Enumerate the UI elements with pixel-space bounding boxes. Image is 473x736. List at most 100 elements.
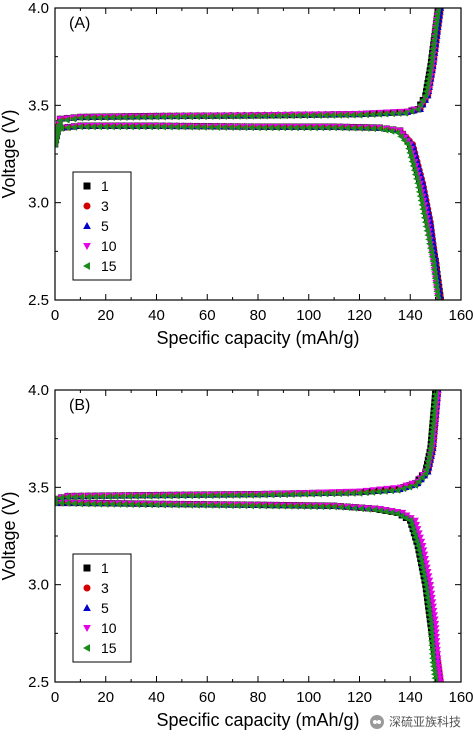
data-point xyxy=(286,502,293,510)
data-point xyxy=(125,492,132,500)
x-tick-label: 80 xyxy=(250,689,267,706)
data-point xyxy=(118,492,126,500)
data-point xyxy=(433,646,441,654)
data-point xyxy=(349,111,356,119)
legend: 1 3 5 10 15 xyxy=(72,553,132,663)
x-tick-label: 120 xyxy=(347,307,372,324)
data-point xyxy=(355,489,363,497)
data-point xyxy=(427,628,434,636)
data-point xyxy=(95,123,103,131)
data-point xyxy=(397,132,404,140)
data-point xyxy=(70,123,77,131)
data-point xyxy=(407,153,414,161)
data-point xyxy=(406,149,413,157)
data-point xyxy=(431,28,438,36)
data-point xyxy=(433,638,441,645)
legend-marker xyxy=(83,221,91,229)
data-point xyxy=(281,491,288,499)
data-point xyxy=(434,655,442,662)
data-point xyxy=(410,166,418,174)
data-point xyxy=(247,112,254,120)
data-point xyxy=(387,127,395,135)
data-point xyxy=(281,112,288,120)
data-point xyxy=(200,113,207,121)
data-point xyxy=(410,529,417,537)
data-point xyxy=(408,158,415,166)
data-point xyxy=(416,101,424,109)
data-point xyxy=(261,112,268,120)
chart-panel-a: 0 20 40 60 80 100 120 140 160 2.5 3.0 3.5 4.0 Specifi… xyxy=(0,0,473,348)
data-point xyxy=(193,113,200,121)
data-point xyxy=(424,568,432,576)
data-point xyxy=(254,124,261,132)
data-point xyxy=(102,500,109,508)
data-point xyxy=(406,516,413,524)
data-point xyxy=(437,679,445,682)
panel-label: (B) xyxy=(69,397,90,414)
data-point xyxy=(404,140,411,148)
data-point xyxy=(407,521,415,529)
data-point xyxy=(394,109,402,117)
data-point xyxy=(411,517,419,525)
data-point xyxy=(430,612,439,619)
y-tick-label: 4.0 xyxy=(28,0,49,17)
x-tick-label: 160 xyxy=(448,307,473,324)
data-point xyxy=(305,124,312,132)
data-point xyxy=(76,500,84,508)
data-point xyxy=(84,493,91,501)
data-point xyxy=(407,107,415,115)
legend: 1 3 5 10 15 xyxy=(72,171,132,281)
watermark: 深硫亚族科技 xyxy=(369,713,461,730)
y-tick-label: 2.5 xyxy=(28,674,49,691)
data-point xyxy=(421,555,429,563)
data-point xyxy=(64,124,71,132)
data-point xyxy=(298,124,306,132)
data-point xyxy=(213,112,221,120)
data-point xyxy=(279,502,287,510)
data-point xyxy=(260,502,268,510)
data-point xyxy=(417,196,424,205)
data-point xyxy=(422,87,429,95)
data-point xyxy=(121,500,128,508)
data-point xyxy=(173,113,180,121)
data-point xyxy=(427,248,435,256)
data-point xyxy=(382,508,389,516)
data-point xyxy=(186,492,194,500)
data-point xyxy=(387,487,394,495)
data-point xyxy=(240,124,248,132)
data-point xyxy=(400,136,408,144)
data-point xyxy=(114,500,122,508)
data-point xyxy=(421,218,429,226)
data-point xyxy=(381,487,388,495)
data-point xyxy=(431,270,438,278)
data-point xyxy=(399,485,407,493)
data-point xyxy=(425,453,432,461)
data-point xyxy=(425,71,432,79)
legend-label: 5 xyxy=(101,218,109,234)
data-point xyxy=(317,124,325,132)
data-point xyxy=(405,483,413,491)
legend-label: 5 xyxy=(101,600,109,616)
data-point xyxy=(426,67,433,75)
data-point xyxy=(279,124,287,132)
data-point xyxy=(70,500,77,508)
data-point xyxy=(350,124,357,132)
data-point xyxy=(415,184,422,192)
data-point xyxy=(430,266,437,274)
data-point xyxy=(418,201,425,209)
x-tick-label: 140 xyxy=(398,307,423,324)
data-point xyxy=(426,449,433,457)
legend-marker xyxy=(83,243,91,251)
data-point xyxy=(420,576,428,584)
data-point xyxy=(429,261,437,269)
data-point xyxy=(424,457,431,465)
data-point xyxy=(133,113,141,121)
data-point xyxy=(328,111,336,119)
data-point xyxy=(146,113,153,121)
x-tick-label: 100 xyxy=(296,689,321,706)
data-point xyxy=(426,620,434,628)
data-point xyxy=(430,36,437,44)
data-point xyxy=(435,667,443,674)
data-point xyxy=(343,504,351,512)
data-point xyxy=(213,501,221,509)
